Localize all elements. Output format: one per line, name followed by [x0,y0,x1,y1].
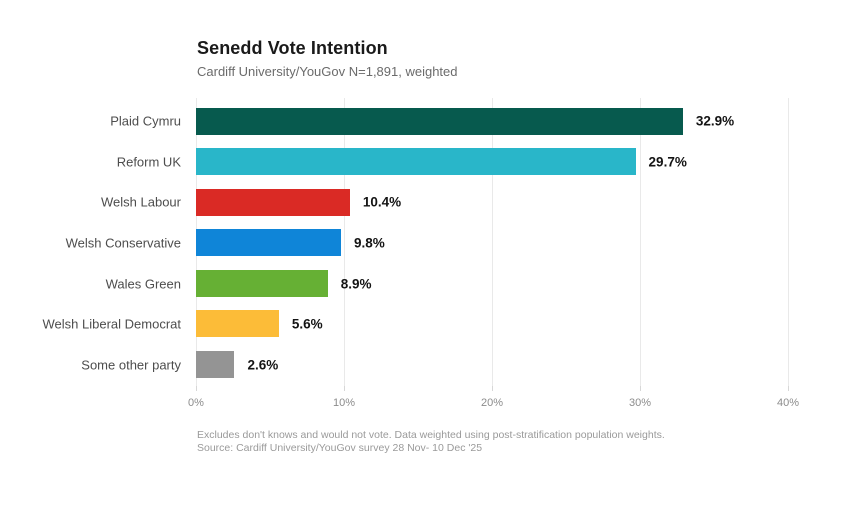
bar-row: Welsh Conservative 9.8% [66,223,788,264]
value-label: 2.6% [247,357,279,373]
bar-row: Welsh Liberal Democrat 5.6% [43,304,788,345]
bar [196,269,328,297]
tick-label: 10% [332,397,356,409]
value-label: 5.6% [291,316,323,332]
category-label: Welsh Labour [101,194,181,210]
bar [196,148,636,176]
footnote-line-1: Excludes don't knows and would not vote.… [197,429,665,441]
bar-row: Reform UK 29.7% [117,142,788,183]
category-label: Welsh Liberal Democrat [42,316,181,332]
category-label: Wales Green [105,276,181,292]
bar-rows: Plaid Cymru 32.9% Reform UK 29.7% Welsh Labo… [43,101,788,386]
bar [196,310,279,338]
bar [196,107,683,135]
value-label: 10.4% [362,194,402,210]
tick-label: 40% [776,397,800,409]
tick-mark [196,386,197,391]
value-label: 32.9% [695,113,735,129]
gridline-30 [640,98,641,391]
gridline-10 [344,98,345,391]
chart-title: Senedd Vote Intention [197,38,388,58]
gridline-20 [492,98,493,391]
tick-mark [492,386,493,391]
category-label: Reform UK [116,154,181,170]
bar-row: Wales Green 8.9% [106,263,788,304]
bar-row: Welsh Labour 10.4% [101,182,788,223]
category-label: Welsh Conservative [65,235,181,251]
value-label: 9.8% [354,235,385,251]
tick-label: 30% [628,397,652,409]
x-axis: 0% 10% 20% 30% 40% [188,386,799,417]
tick-mark [640,386,641,391]
gridline-40 [788,98,789,391]
tick-mark [788,386,789,391]
tick-label: 20% [480,397,504,409]
category-label: Some other party [81,357,181,373]
tick-mark [344,386,345,391]
category-label: Plaid Cymru [110,113,181,129]
bar-row: Plaid Cymru 32.9% [110,101,788,142]
footnote: Excludes don't knows and would not vote.… [197,429,797,455]
footnote-line-2: Source: Cardiff University/YouGov survey… [197,442,483,454]
bar-row: Some other party 2.6% [81,345,788,386]
bar [196,351,235,379]
bar [196,229,342,257]
tick-label: 0% [188,397,204,409]
bar [196,188,350,216]
plot-area: Plaid Cymru 32.9% Reform UK 29.7% Welsh Labo… [43,98,789,391]
value-label: 8.9% [340,276,372,292]
value-label: 29.7% [648,154,687,170]
chart-subtitle: Cardiff University/YouGov N=1,891, weigh… [197,64,458,79]
